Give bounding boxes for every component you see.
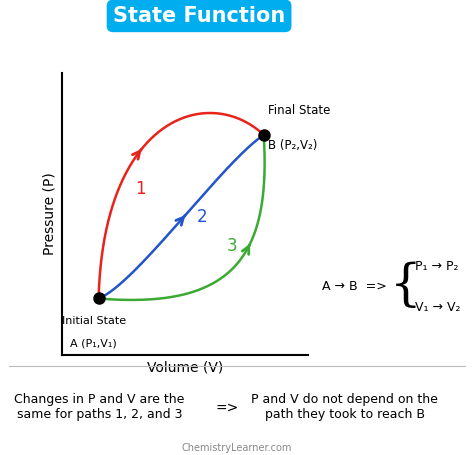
Text: A → B  =>: A → B =>: [322, 280, 387, 293]
X-axis label: Volume (V): Volume (V): [147, 360, 223, 374]
Text: Final State: Final State: [268, 104, 331, 116]
Text: ChemistryLearner.com: ChemistryLearner.com: [182, 443, 292, 453]
Text: Initial State: Initial State: [62, 316, 126, 326]
Text: 3: 3: [227, 237, 237, 254]
Text: Changes in P and V are the
same for paths 1, 2, and 3: Changes in P and V are the same for path…: [14, 393, 184, 421]
Text: 1: 1: [136, 180, 146, 198]
Text: {: {: [390, 262, 421, 311]
Text: A (P₁,V₁): A (P₁,V₁): [70, 339, 117, 349]
Text: State Function: State Function: [113, 6, 285, 26]
Text: 2: 2: [197, 208, 208, 226]
Text: =>: =>: [216, 400, 239, 414]
Text: B (P₂,V₂): B (P₂,V₂): [268, 139, 318, 152]
Y-axis label: Pressure (P): Pressure (P): [42, 172, 56, 255]
Text: P₁ → P₂: P₁ → P₂: [415, 260, 458, 273]
Text: P and V do not depend on the
path they took to reach B: P and V do not depend on the path they t…: [251, 393, 438, 421]
Text: V₁ → V₂: V₁ → V₂: [415, 301, 460, 313]
